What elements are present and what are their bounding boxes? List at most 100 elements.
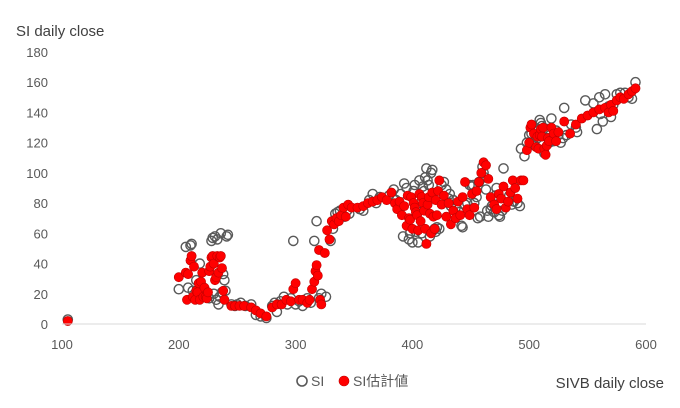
si-point bbox=[219, 274, 230, 286]
si-estimate-point bbox=[319, 248, 330, 258]
x-tick-label: 100 bbox=[51, 337, 73, 352]
si-estimate-point bbox=[399, 201, 410, 211]
si-estimate-point bbox=[491, 204, 502, 215]
si-point bbox=[412, 237, 424, 248]
si-point bbox=[207, 232, 218, 244]
si-point bbox=[287, 235, 299, 247]
si-point bbox=[311, 215, 322, 227]
legend-label: SI bbox=[311, 373, 324, 389]
y-tick-label: 40 bbox=[34, 257, 48, 272]
si-estimate-point bbox=[481, 160, 491, 171]
si-estimate-point bbox=[441, 211, 452, 222]
si-point bbox=[403, 234, 415, 245]
y-tick-label: 180 bbox=[26, 45, 48, 60]
si-estimate-point bbox=[421, 238, 432, 249]
si-estimate-point bbox=[434, 175, 445, 186]
x-tick-label: 300 bbox=[285, 337, 307, 352]
si-estimate-point bbox=[431, 210, 442, 221]
si-estimate-point bbox=[316, 299, 327, 310]
si-estimate-point bbox=[405, 214, 415, 225]
si-estimate-point bbox=[219, 294, 230, 305]
y-tick-label: 80 bbox=[34, 196, 48, 211]
si-estimate-point bbox=[415, 216, 426, 227]
si-estimate-point bbox=[540, 149, 551, 160]
legend: SI SI估計値 bbox=[296, 373, 408, 389]
si-point bbox=[215, 227, 227, 239]
y-tick-label: 160 bbox=[26, 75, 48, 90]
si-point bbox=[222, 229, 234, 241]
y-tick-labels: 0 20 40 60 80 100 120 140 160 180 bbox=[26, 45, 48, 332]
si-estimate-point bbox=[538, 122, 549, 133]
si-point bbox=[173, 283, 185, 295]
x-tick-label: 200 bbox=[168, 337, 190, 352]
y-tick-label: 60 bbox=[34, 226, 48, 241]
si-estimate-point bbox=[290, 278, 301, 289]
si-point bbox=[397, 231, 409, 242]
si-estimate-point bbox=[340, 211, 351, 222]
si-estimate-point bbox=[322, 225, 332, 236]
si-estimate-point bbox=[173, 272, 184, 283]
y-tick-label: 120 bbox=[26, 136, 48, 151]
plot-points bbox=[62, 76, 641, 326]
si-estimate-point bbox=[460, 177, 470, 187]
si-estimate-point bbox=[304, 294, 315, 305]
y-tick-label: 0 bbox=[41, 317, 48, 332]
si-estimate-point bbox=[630, 83, 641, 94]
si-point bbox=[597, 116, 609, 127]
y-tick-label: 20 bbox=[34, 287, 48, 302]
y-tick-label: 100 bbox=[26, 166, 48, 181]
series-2 bbox=[62, 83, 641, 326]
si-point bbox=[591, 123, 603, 135]
si-estimate-point bbox=[565, 128, 575, 139]
si-estimate-point bbox=[553, 127, 564, 138]
si-point bbox=[211, 234, 223, 245]
y-axis-title: SI daily close bbox=[16, 23, 104, 40]
si-estimate-point bbox=[186, 251, 197, 261]
si-estimate-point bbox=[559, 116, 570, 127]
x-tick-label: 400 bbox=[402, 337, 424, 352]
si-estimate-point bbox=[498, 181, 509, 192]
si-estimate-point bbox=[217, 263, 227, 273]
legend-marker bbox=[296, 375, 308, 387]
si-estimate-point bbox=[183, 269, 193, 279]
si-estimate-point bbox=[311, 260, 322, 270]
si-estimate-point bbox=[608, 106, 619, 116]
legend-marker bbox=[338, 375, 350, 387]
si-estimate-point bbox=[261, 311, 272, 322]
si-estimate-point bbox=[571, 119, 581, 130]
si-estimate-point bbox=[203, 287, 213, 298]
si-estimate-point bbox=[524, 137, 535, 148]
si-point bbox=[185, 240, 196, 251]
x-tick-labels: 100 200 300 400 500 600 bbox=[51, 337, 657, 352]
x-axis-title: SIVB daily close bbox=[556, 375, 664, 392]
si-estimate-point bbox=[457, 192, 468, 202]
legend-label: SI估計値 bbox=[353, 373, 408, 389]
x-tick-label: 500 bbox=[518, 337, 540, 352]
si-point bbox=[558, 102, 570, 114]
si-estimate-point bbox=[386, 187, 397, 198]
si-point bbox=[546, 113, 557, 124]
series-1 bbox=[62, 76, 641, 325]
si-estimate-point bbox=[189, 261, 199, 272]
si-estimate-point bbox=[215, 251, 226, 261]
si-point bbox=[474, 211, 486, 222]
si-point bbox=[480, 184, 492, 195]
si-point bbox=[594, 92, 605, 103]
si-estimate-point bbox=[218, 285, 229, 296]
si-point bbox=[599, 89, 611, 100]
si-estimate-point bbox=[474, 177, 484, 187]
si-point bbox=[456, 220, 467, 232]
si-estimate-point bbox=[285, 296, 296, 307]
si-estimate-point bbox=[512, 193, 523, 204]
si-estimate-point bbox=[324, 234, 335, 245]
si-estimate-point bbox=[443, 198, 454, 208]
si-estimate-point bbox=[469, 202, 480, 213]
si-estimate-point bbox=[62, 316, 73, 326]
si-estimate-point bbox=[510, 183, 521, 193]
si-estimate-point bbox=[503, 196, 514, 207]
si-estimate-point bbox=[471, 186, 482, 196]
si-estimate-point bbox=[312, 270, 323, 281]
si-estimate-point bbox=[518, 175, 529, 186]
